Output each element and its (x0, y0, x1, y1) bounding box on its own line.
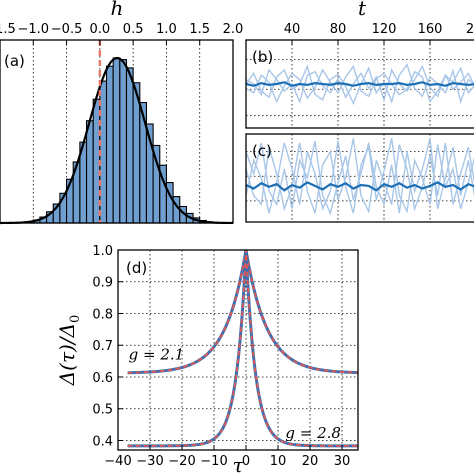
h-tick-label: −0.5 (51, 22, 83, 37)
gaussian-fit-curve (0, 56, 234, 225)
annotation-g-2-1: g = 2.1 (129, 346, 185, 364)
timeseries-line (245, 81, 474, 87)
timeseries-line (245, 138, 474, 216)
h-tick-label: 2.0 (223, 22, 244, 37)
tau-axis-label: τ (232, 453, 244, 474)
t-tick-label: 80 (330, 22, 347, 37)
h-tick-label: 1.0 (156, 22, 177, 37)
panel-d-label: (d) (126, 259, 147, 277)
panel-a-histogram: −1.5−1.0−0.5 0.0 0.5 1.0 1.5 2.0 (a) h (0, 0, 244, 225)
timeseries-line (245, 181, 474, 192)
t-tick-label: 120 (372, 22, 397, 37)
autocorrelation-fit (127, 249, 359, 374)
histogram-bar (125, 67, 134, 224)
t-axis-label: t (358, 0, 367, 20)
t-tick-label: 2 (466, 22, 474, 37)
panel-a-frame (0, 39, 234, 224)
t-tick-label: 40 (284, 22, 301, 37)
h-axis-label: h (111, 0, 124, 20)
tau-tick-label: 30 (334, 454, 351, 469)
h-tick-label: 0.0 (90, 22, 111, 37)
tau-tick-label: −10 (200, 454, 227, 469)
tau-tick-label: 0 (242, 454, 250, 469)
panel-c-timeseries: (c) (245, 133, 474, 223)
tau-tick-label: 20 (302, 454, 319, 469)
panel-d-frame (117, 249, 359, 451)
h-tick-label: 1.5 (189, 22, 210, 37)
timeseries-line (245, 64, 474, 104)
timeseries-line (245, 64, 474, 104)
y-tick-label: 0.9 (92, 276, 113, 291)
tau-tick-label: −30 (136, 454, 163, 469)
y-axis-label: Δ(τ)/Δ0 (55, 315, 83, 387)
y-axis-label-main: Δ(τ)/Δ (55, 323, 79, 386)
h-tick-label: −1.0 (17, 22, 49, 37)
timeseries-line (245, 138, 474, 214)
panel-c-label: (c) (252, 142, 272, 160)
tau-tick-label: 10 (270, 454, 287, 469)
histogram-bar (105, 65, 114, 224)
tau-tick-label: −20 (168, 454, 195, 469)
y-tick-label: 0.4 (92, 434, 113, 449)
tau-tick-label: −40 (104, 454, 131, 469)
panel-c-frame (245, 133, 474, 223)
annotation-g-2-8: g = 2.8 (285, 424, 341, 442)
h-tick-label: 0.5 (123, 22, 144, 37)
panel-d-autocorrelation: −40 −30 −20 −10 0 10 20 30 0.4 0.5 0.6 0.7 0.8 0.9 1.0… (55, 244, 359, 474)
histogram-bar (85, 120, 94, 224)
y-tick-label: 0.6 (92, 371, 113, 386)
y-tick-label: 0.5 (92, 403, 113, 418)
timeseries-line (245, 138, 474, 214)
t-tick-label: 160 (418, 22, 443, 37)
panel-b-timeseries: 40 80 120 160 2 (b) t (245, 0, 474, 129)
histogram-bar (112, 57, 121, 224)
histogram-bar (119, 59, 128, 224)
y-tick-label: 0.7 (92, 339, 113, 354)
panel-b-label: (b) (252, 48, 273, 66)
autocorrelation-fit (127, 249, 358, 447)
panel-a-label: (a) (4, 52, 25, 70)
y-tick-label: 0.8 (92, 307, 113, 322)
panel-b-frame (245, 39, 474, 129)
y-tick-label: 1.0 (92, 244, 113, 259)
h-tick-label: −1.5 (0, 22, 16, 37)
y-axis-label-sub: 0 (68, 315, 83, 323)
